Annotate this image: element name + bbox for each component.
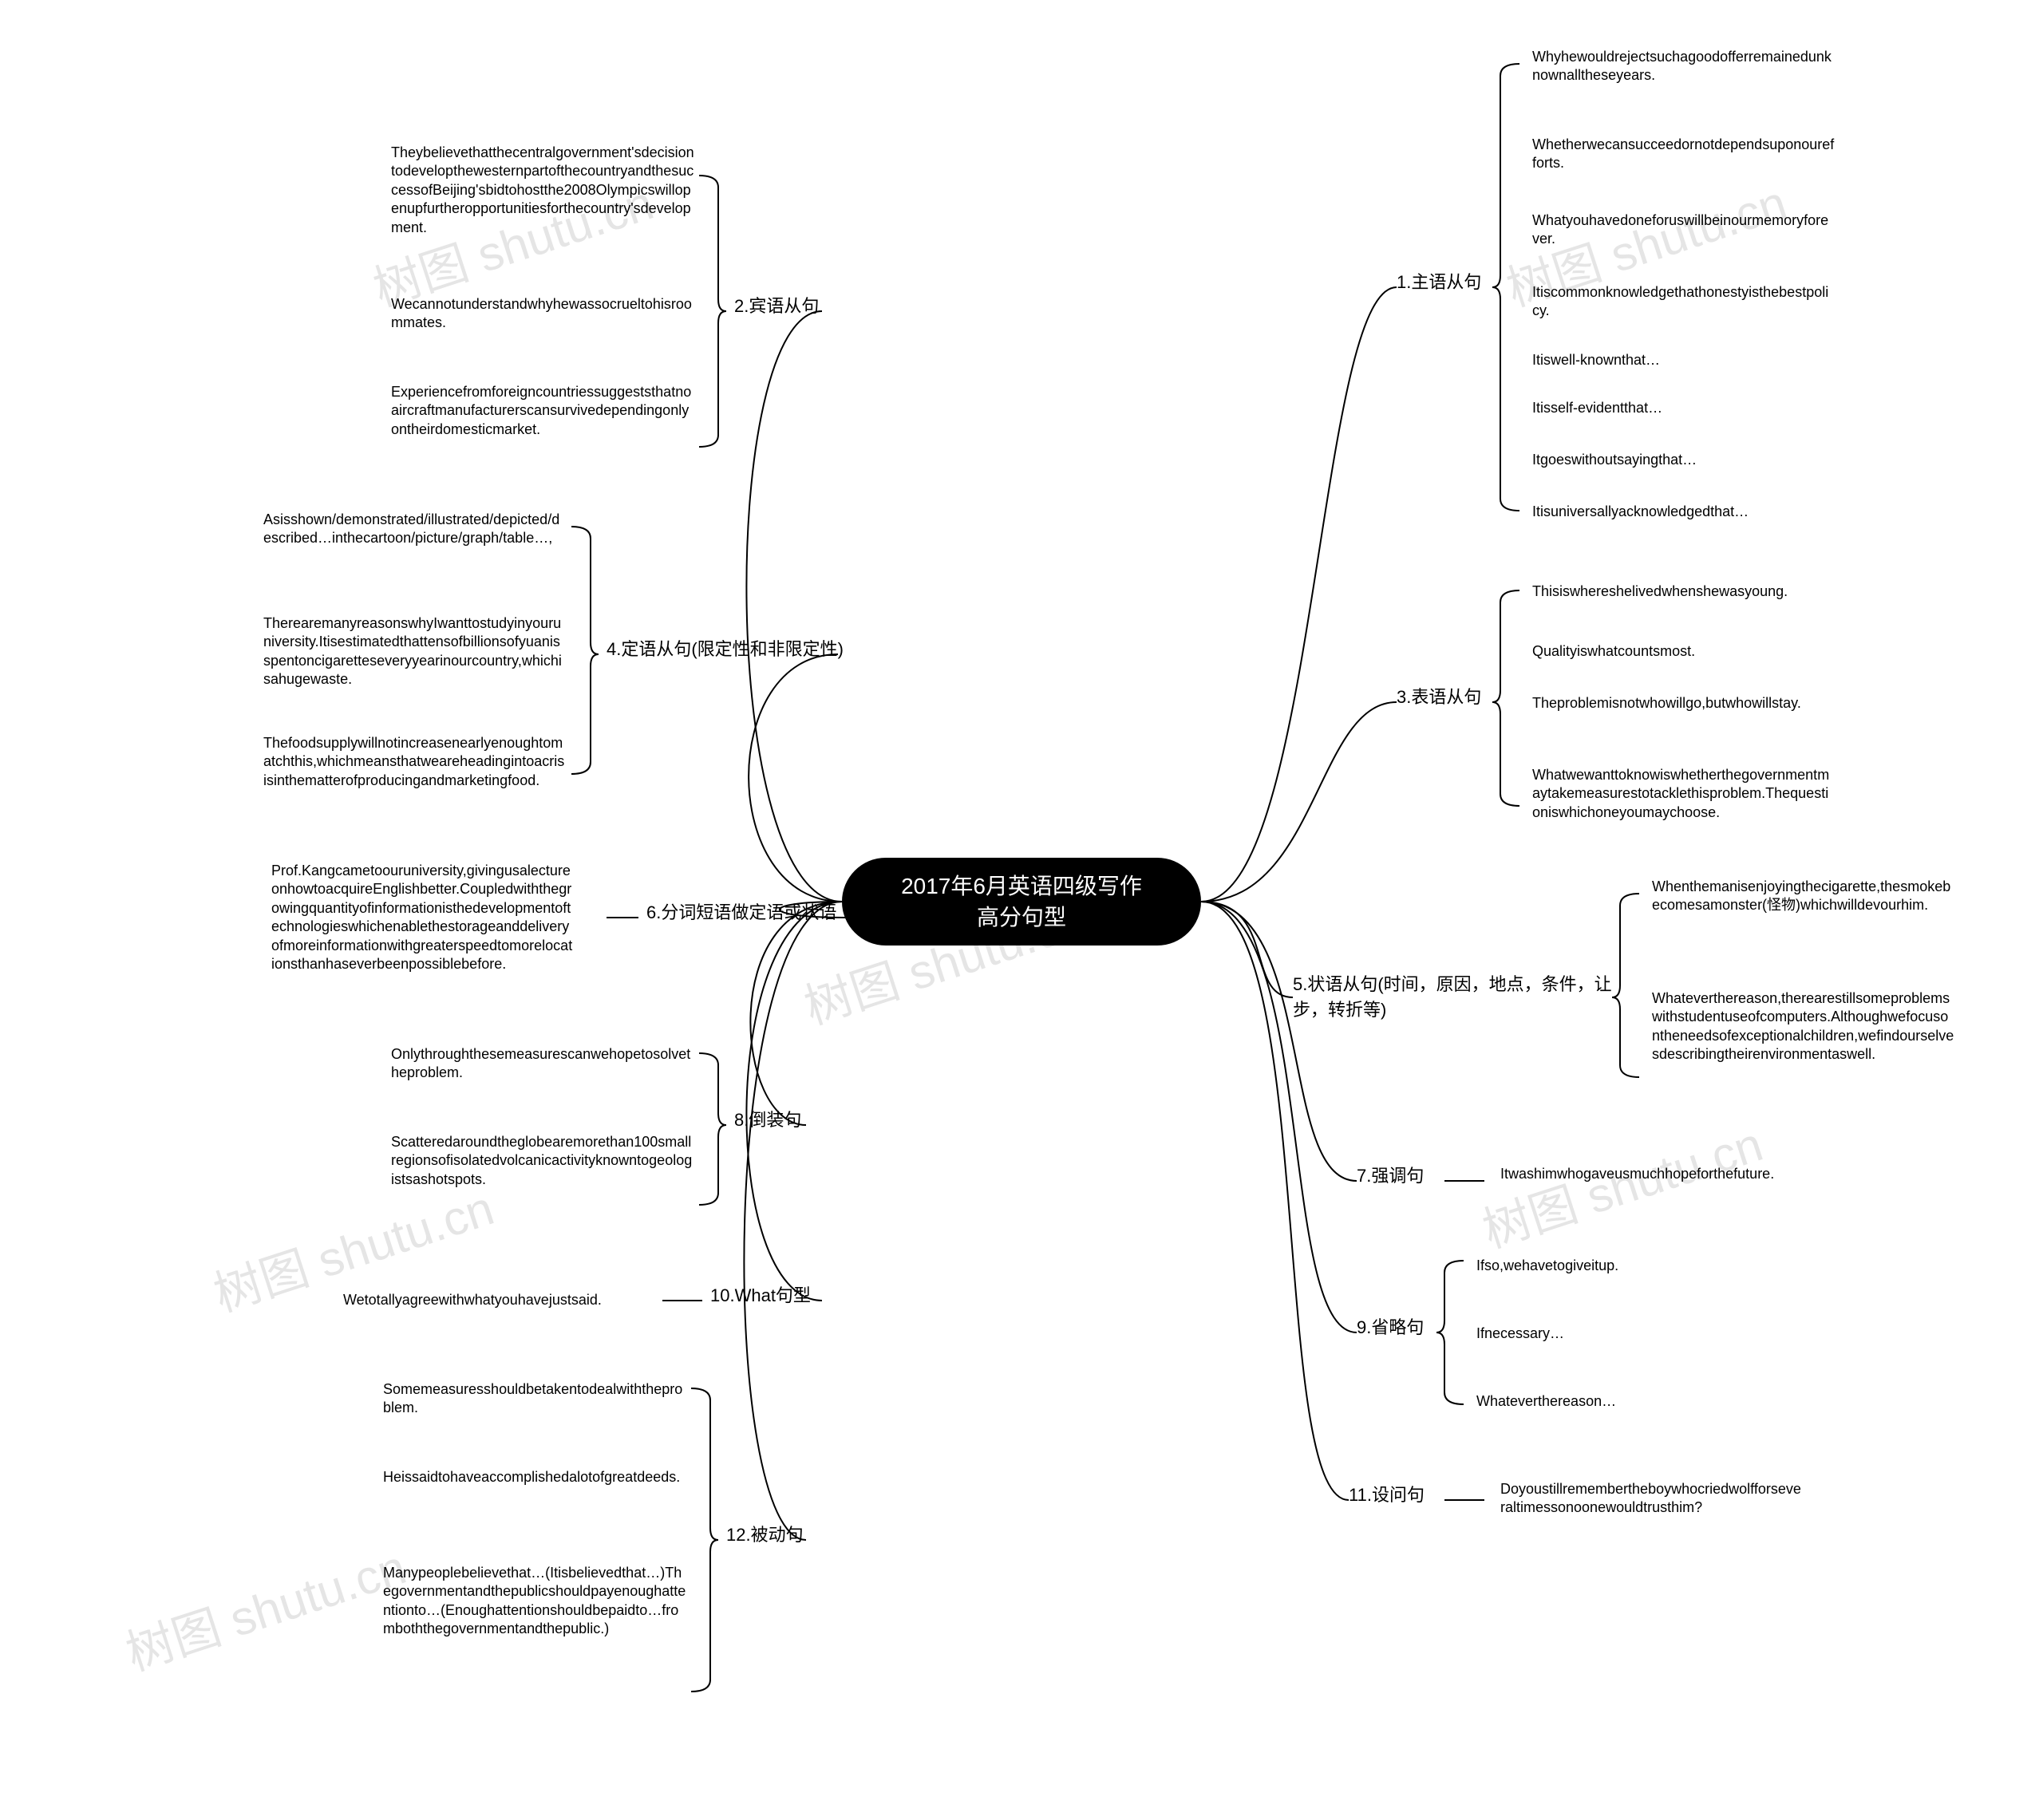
leaf-text: Theybelievethatthecentralgovernment'sdec… xyxy=(391,144,694,237)
center-topic: 2017年6月英语四级写作 高分句型 xyxy=(842,858,1201,946)
branch-label: 5.状语从句(时间，原因，地点，条件，让步，转折等) xyxy=(1293,970,1628,1021)
leaf-text: Qualityiswhatcountsmost. xyxy=(1532,642,1695,661)
branch-label: 2.宾语从句 xyxy=(734,292,819,318)
branch-label: 4.定语从句(限定性和非限定性) xyxy=(607,635,844,661)
leaf-text: Itiscommonknowledgethathonestyisthebestp… xyxy=(1532,283,1836,321)
leaf-text: Heissaidtohaveaccomplishedalotofgreatdee… xyxy=(383,1468,680,1486)
branch-label: 9.省略句 xyxy=(1357,1313,1424,1339)
branch-label: 1.主语从句 xyxy=(1397,268,1481,294)
leaf-text: Thefoodsupplywillnotincreasenearlyenough… xyxy=(263,734,567,790)
leaf-text: Whatyouhavedoneforuswillbeinourmemoryfor… xyxy=(1532,211,1836,249)
branch-label: 12.被动句 xyxy=(726,1521,804,1546)
leaf-text: Whyhewouldrejectsuchagoodofferremainedun… xyxy=(1532,48,1836,85)
leaf-text: Whetherwecansucceedornotdependsuponouref… xyxy=(1532,136,1836,173)
leaf-text: TherearemanyreasonswhyIwanttostudyinyour… xyxy=(263,614,567,689)
center-line2: 高分句型 xyxy=(977,902,1066,933)
leaf-text: Prof.Kangcametoouruniversity,givingusale… xyxy=(271,862,575,973)
branch-label: 7.强调句 xyxy=(1357,1162,1424,1187)
leaf-text: Somemeasuresshouldbetakentodealwiththepr… xyxy=(383,1380,686,1418)
connector-dash xyxy=(1444,1499,1484,1501)
leaf-text: Whateverthereason… xyxy=(1476,1392,1616,1411)
leaf-text: Wetotallyagreewithwhatyouhavejustsaid. xyxy=(343,1291,602,1309)
connector-dash xyxy=(662,1300,702,1301)
center-line1: 2017年6月英语四级写作 xyxy=(901,871,1142,902)
watermark: 树图 shutu.cn xyxy=(1472,1106,1770,1261)
leaf-text: Itiswell-knownthat… xyxy=(1532,351,1660,369)
leaf-text: Ifnecessary… xyxy=(1476,1325,1564,1343)
leaf-text: Itisself-evidentthat… xyxy=(1532,399,1662,417)
leaf-text: Thisiswhereshelivedwhenshewasyoung. xyxy=(1532,582,1788,601)
leaf-text: Whenthemanisenjoyingthecigarette,thesmok… xyxy=(1652,878,1955,915)
leaf-text: Doyoustillremembertheboywhocriedwolffors… xyxy=(1500,1480,1804,1518)
connector-dash xyxy=(1444,1180,1484,1182)
leaf-text: Whatwewanttoknowiswhetherthegovernmentma… xyxy=(1532,766,1836,822)
leaf-text: Itgoeswithoutsayingthat… xyxy=(1532,451,1697,469)
leaf-text: Whateverthereason,therearestillsomeprobl… xyxy=(1652,989,1955,1064)
leaf-text: Asisshown/demonstrated/illustrated/depic… xyxy=(263,511,567,548)
leaf-text: Experiencefromforeigncountriessuggeststh… xyxy=(391,383,694,439)
branch-label: 3.表语从句 xyxy=(1397,683,1481,709)
watermark: 树图 shutu.cn xyxy=(116,1529,413,1684)
leaf-text: Scatteredaroundtheglobearemorethan100sma… xyxy=(391,1133,694,1189)
leaf-text: Itisuniversallyacknowledgedthat… xyxy=(1532,503,1749,521)
leaf-text: Manypeoplebelievethat…(Itisbelievedthat…… xyxy=(383,1564,686,1639)
branch-label: 11.设问句 xyxy=(1349,1481,1425,1506)
leaf-text: Itwashimwhogaveusmuchhopeforthefuture. xyxy=(1500,1165,1774,1183)
branch-label: 6.分词短语做定语或状语 xyxy=(646,898,836,924)
leaf-text: Ifso,wehavetogiveitup. xyxy=(1476,1257,1618,1275)
branch-label: 8.倒装句 xyxy=(734,1106,801,1131)
leaf-text: Theproblemisnotwhowillgo,butwhowillstay. xyxy=(1532,694,1801,713)
leaf-text: Wecannotunderstandwhyhewassocrueltohisro… xyxy=(391,295,694,333)
connector-dash xyxy=(607,917,638,918)
branch-label: 10.What句型 xyxy=(710,1281,811,1307)
leaf-text: Onlythroughthesemeasurescanwehopetosolve… xyxy=(391,1045,694,1083)
